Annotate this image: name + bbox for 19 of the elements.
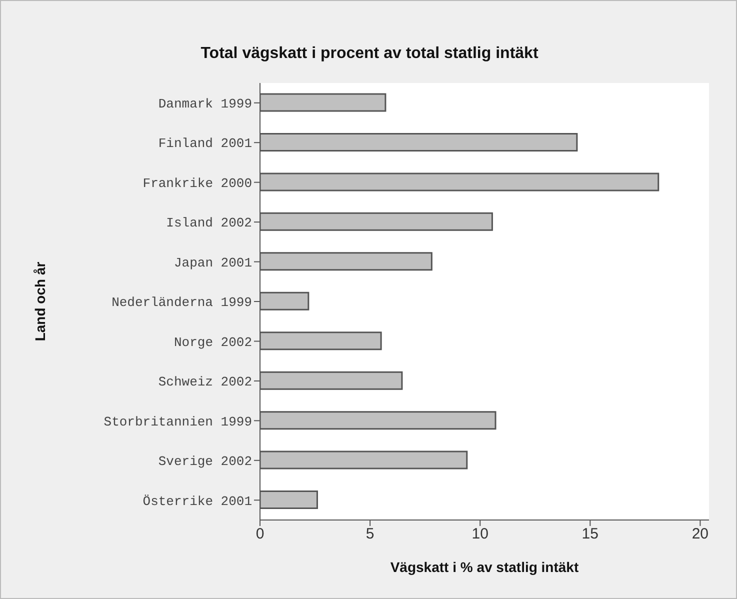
y-axis-title: Land och år — [32, 261, 48, 342]
y-tick-label: Storbritannien 1999 — [104, 414, 252, 430]
x-tick-label: 5 — [366, 526, 374, 543]
x-tick-label: 0 — [256, 526, 264, 543]
chart-title: Total vägskatt i procent av total statlig intäkt — [200, 45, 540, 63]
y-tick-label: Schweiz 2002 — [158, 374, 252, 390]
y-tick-label: Island 2002 — [166, 216, 252, 231]
x-tick-label: 20 — [692, 526, 709, 543]
x-tick-label: 10 — [472, 526, 488, 543]
y-tick-label: Österrike 2001 — [142, 494, 252, 509]
y-tick-label: Danmark 1999 — [158, 96, 252, 112]
y-tick-label: Norge 2002 — [174, 334, 252, 350]
y-tick-label: Frankrike 2000 — [142, 176, 252, 191]
y-tick-label: Japan 2001 — [174, 255, 252, 270]
x-tick-label: 15 — [582, 526, 598, 543]
x-axis-title: Vägskatt i % av statlig intäkt — [390, 559, 579, 575]
y-tick-label: Sverige 2002 — [158, 454, 252, 470]
y-tick-label: Finland 2001 — [158, 136, 252, 152]
y-tick-label: Nederländerna 1999 — [112, 295, 252, 310]
